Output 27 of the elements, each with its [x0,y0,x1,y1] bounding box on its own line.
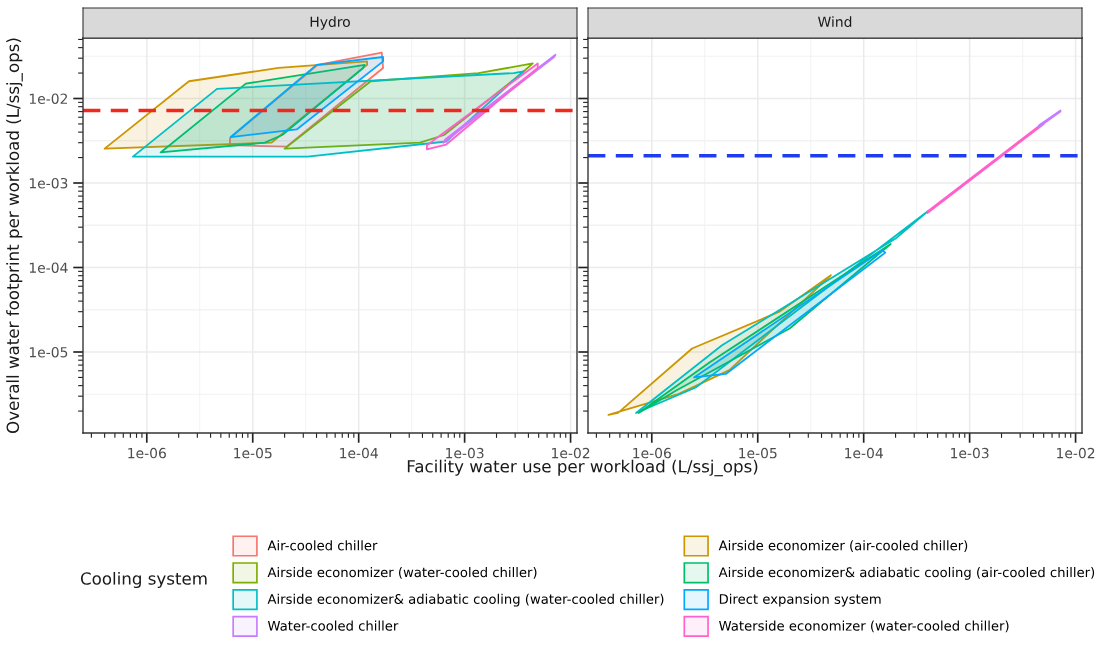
x-tick-label: 1e-04 [340,447,378,459]
legend-label: Airside economizer (air-cooled chiller) [718,540,968,552]
legend-label: Water-cooled chiller [267,620,399,631]
x-tick-label: 1e-05 [739,447,777,459]
x-tick-label: 1e-04 [845,447,883,459]
chart-title: Hydro [310,16,350,30]
chart-title: Wind [818,16,852,28]
x-tick-label: 1e-03 [951,447,989,459]
x-tick-label: 1e-02 [1057,447,1095,459]
y-tick-label: 1e-02 [29,93,68,104]
legend-label: Airside economizer (water-cooled chiller) [267,566,537,579]
legend-title: Cooling system [80,571,207,589]
x-tick-label: 1e-05 [234,447,272,459]
y-tick-label: 1e-03 [29,177,68,189]
x-tick-label: 1e-06 [633,447,671,459]
y-tick-label: 1e-04 [29,262,68,273]
legend-label: Air-cooled chiller [267,540,378,551]
y-axis-title: Overall water footprint per workload (L/ssj_ops) [6,38,23,433]
legend-label: Airside economizer& adiabatic cooling (air-cooled chiller) [718,566,1095,580]
x-tick-label: 1e-03 [446,447,484,459]
legend-label: Airside economizer& adiabatic cooling (water-cooled chiller) [267,593,664,607]
y-tick-label: 1e-05 [29,346,68,358]
x-tick-label: 1e-02 [552,447,590,459]
x-axis-title: Facility water use per workload (L/ssj_ops) [407,459,758,477]
x-tick-label: 1e-06 [128,447,166,459]
legend-label: Direct expansion system [719,593,881,607]
legend-label: Waterside economizer (water-cooled chiller) [719,620,1009,633]
